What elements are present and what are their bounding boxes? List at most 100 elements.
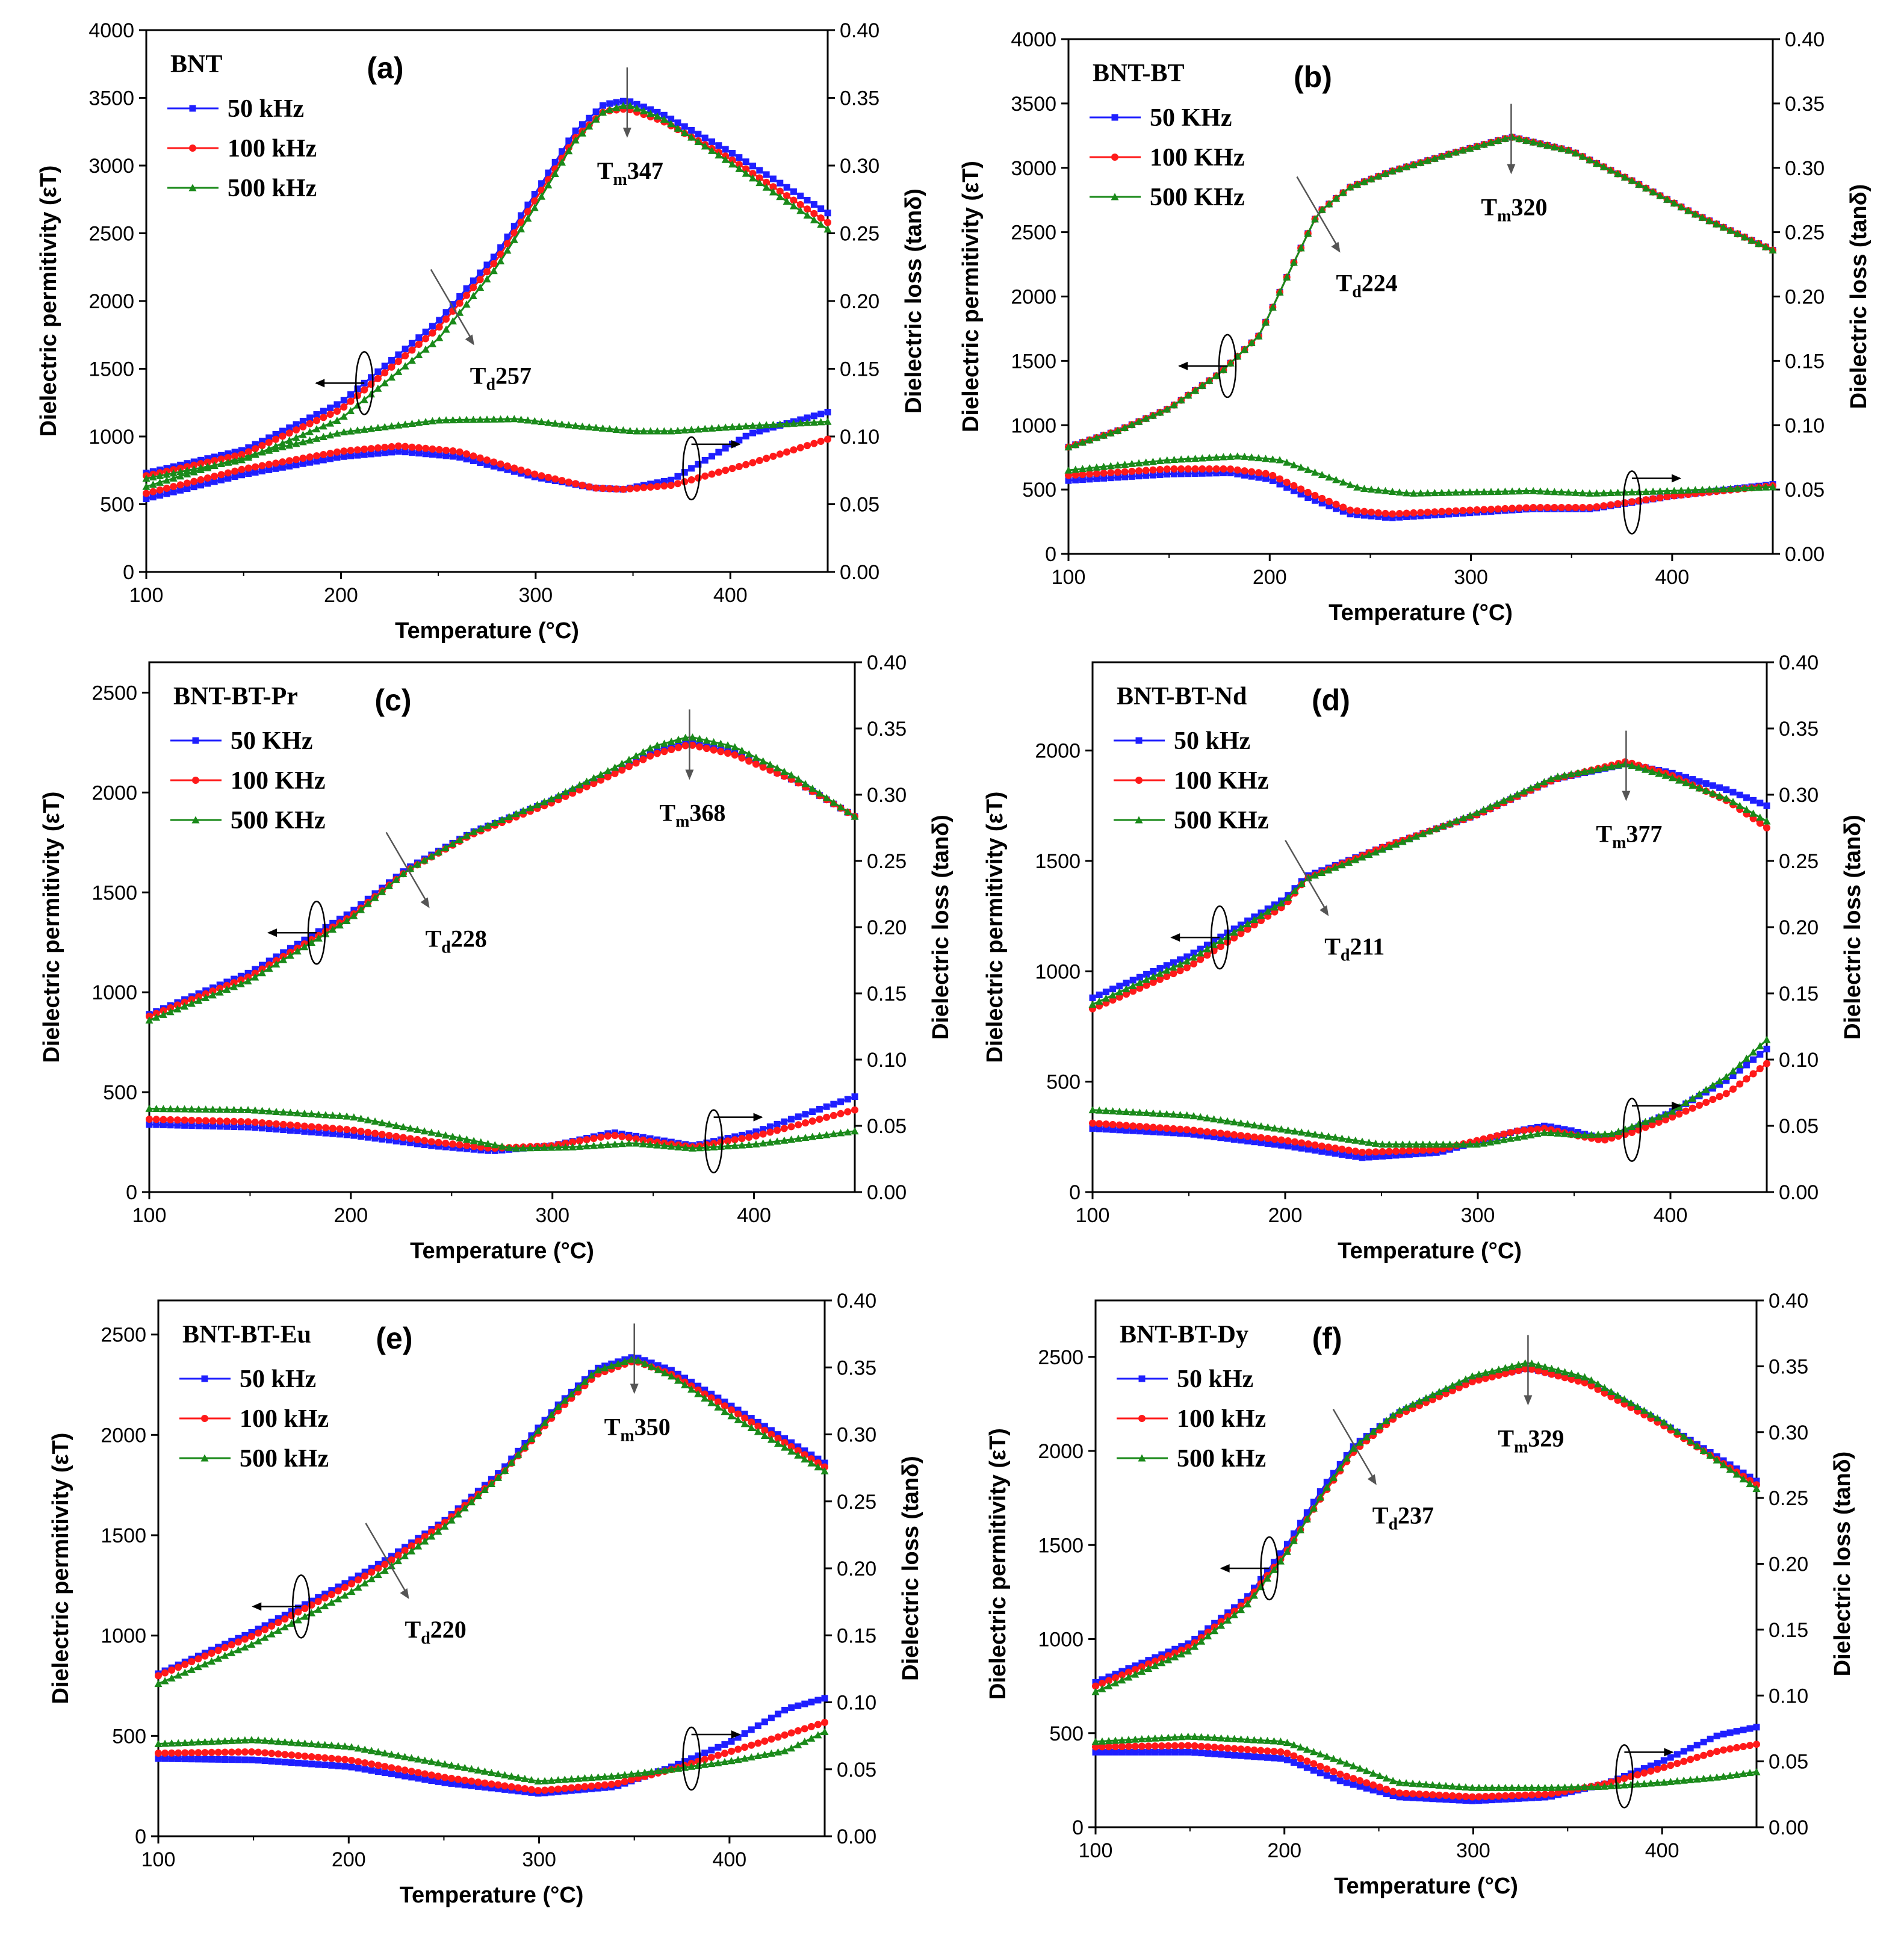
permittivity-point: [1331, 863, 1339, 871]
loss-point: [1170, 1129, 1177, 1137]
x-tick-label: 400: [1645, 1839, 1679, 1862]
loss-point: [668, 476, 675, 483]
permittivity-point: [1318, 205, 1326, 213]
loss-point: [184, 485, 191, 492]
loss-point: [143, 489, 150, 497]
panel-label: (f): [1312, 1322, 1342, 1355]
permittivity-point: [388, 357, 395, 364]
permittivity-point: [580, 1377, 589, 1385]
loss-point: [1102, 1120, 1110, 1128]
loss-point: [1158, 1748, 1165, 1756]
loss-point: [200, 1738, 209, 1745]
loss-point: [1600, 502, 1608, 510]
permittivity-point: [729, 150, 736, 157]
loss-point: [674, 1764, 682, 1772]
loss-point: [660, 1766, 669, 1774]
loss-point: [1557, 488, 1566, 495]
loss-point: [1241, 471, 1248, 479]
loss-point: [1241, 467, 1248, 475]
permittivity-point: [1734, 229, 1741, 237]
loss-point: [1262, 475, 1270, 482]
loss-point: [1311, 468, 1319, 476]
loss-point: [715, 1744, 722, 1751]
loss-point: [544, 473, 552, 481]
loss-point: [294, 1752, 302, 1760]
loss-point: [1581, 1131, 1589, 1138]
loss-point: [1170, 465, 1178, 473]
permittivity-point: [1270, 1565, 1278, 1573]
x-axis-title: Temperature (°C): [410, 1238, 594, 1264]
loss-point: [1360, 485, 1368, 492]
loss-point: [248, 1756, 255, 1763]
loss-point: [1763, 1045, 1770, 1052]
permittivity-point: [258, 447, 266, 455]
loss-point: [1581, 1783, 1589, 1790]
loss-point: [647, 483, 654, 491]
permittivity-point: [1495, 1371, 1502, 1379]
permittivity-point: [1613, 1391, 1622, 1399]
permittivity-point: [448, 839, 457, 847]
permittivity-point: [281, 1623, 289, 1630]
sample-label: BNT-BT-Dy: [1120, 1321, 1248, 1349]
loss-point: [1107, 474, 1114, 482]
loss-point: [681, 469, 688, 476]
permittivity-point: [294, 1608, 302, 1616]
loss-point: [181, 1739, 189, 1747]
loss-point: [1121, 473, 1129, 480]
loss-point: [1109, 1126, 1117, 1133]
loss-point: [261, 1749, 269, 1757]
permittivity-series-1: [1065, 133, 1776, 451]
legend-marker: [1138, 1454, 1146, 1462]
permittivity-point: [408, 340, 415, 347]
permittivity-point: [1112, 1671, 1119, 1678]
loss-point: [1648, 1115, 1657, 1123]
loss-point: [1163, 1129, 1170, 1136]
y-right-axis-title: Dielectric loss (tanδ): [901, 188, 926, 414]
permittivity-point: [1164, 1656, 1173, 1663]
permittivity-point: [1499, 797, 1508, 804]
td-symbol: T: [426, 925, 442, 952]
loss-point: [1547, 1129, 1555, 1137]
permittivity-point: [1283, 273, 1291, 281]
loss-point: [1655, 1119, 1663, 1126]
loss-point: [822, 1131, 831, 1138]
permittivity-point: [1164, 1652, 1172, 1660]
permittivity-point: [1761, 243, 1770, 250]
loss-point: [1381, 486, 1389, 494]
loss-point: [203, 474, 211, 482]
permittivity-point: [1151, 1662, 1159, 1669]
loss-point: [781, 1747, 789, 1754]
loss-point: [742, 422, 750, 430]
y-right-tick-label: 0.35: [1769, 1355, 1808, 1378]
loss-point: [341, 1763, 349, 1770]
tm-annotation: Tm347: [597, 157, 663, 189]
loss-point: [1220, 465, 1227, 473]
loss-point: [1719, 485, 1728, 492]
permittivity-point: [1144, 1660, 1152, 1668]
loss-point: [1540, 1128, 1548, 1136]
loss-point: [163, 490, 170, 497]
panel-d: 100 200 300 40005001000150020000.000.050.10…: [982, 651, 1865, 1264]
loss-point: [215, 1756, 222, 1763]
permittivity-point: [618, 759, 626, 767]
permittivity-point: [790, 188, 797, 195]
loss-point: [1733, 1744, 1741, 1751]
loss-point: [1620, 488, 1629, 496]
loss-point: [333, 429, 341, 437]
permittivity-point: [1191, 1636, 1199, 1642]
loss-point: [1164, 471, 1171, 478]
permittivity-point: [1371, 848, 1380, 856]
loss-point: [572, 480, 580, 488]
loss-point: [632, 1135, 640, 1143]
permittivity-point: [279, 432, 287, 440]
loss-point: [1446, 1140, 1454, 1148]
right-axis-indicator-head: [731, 439, 741, 449]
permittivity-point: [1437, 152, 1446, 160]
permittivity-point: [1684, 207, 1693, 214]
permittivity-point: [1325, 200, 1333, 208]
permittivity-point: [1156, 965, 1164, 972]
y-left-tick-label: 2500: [91, 682, 137, 704]
permittivity-point: [142, 474, 150, 482]
permittivity-point: [599, 102, 606, 109]
permittivity-point: [1156, 969, 1164, 977]
